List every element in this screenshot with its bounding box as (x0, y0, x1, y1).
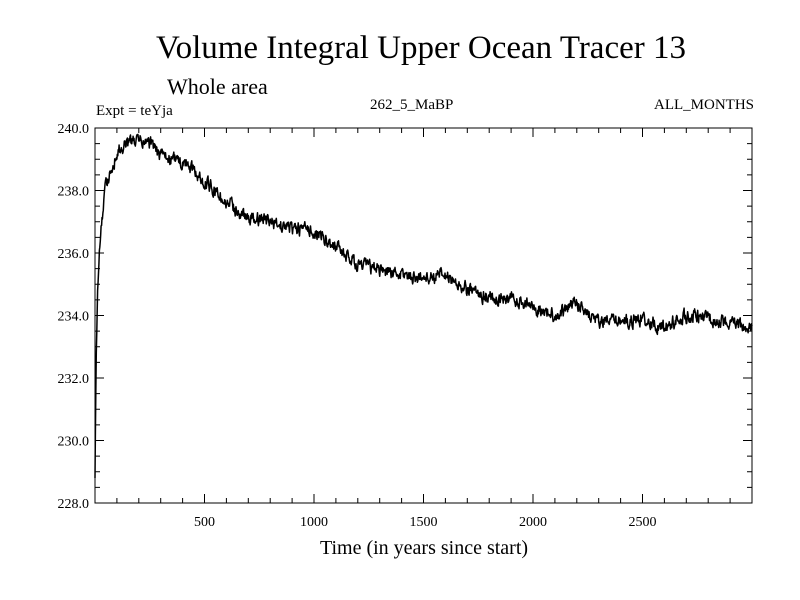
run-label: 262_5_MaBP (370, 97, 454, 113)
chart-subtitle: Whole area (167, 74, 268, 99)
series-line (94, 133, 753, 479)
x-tick-label: 2000 (519, 515, 547, 530)
x-axis-label: Time (in years since start) (319, 537, 529, 559)
y-tick-label: 236.0 (58, 247, 90, 262)
y-tick-label: 230.0 (58, 435, 90, 450)
x-tick-label: 1000 (300, 515, 328, 530)
y-tick-label: 234.0 (58, 310, 90, 325)
y-tick-label: 228.0 (58, 497, 90, 512)
experiment-label: Expt = teYja (96, 103, 173, 119)
x-tick-label: 500 (194, 515, 215, 530)
y-tick-label: 240.0 (58, 122, 90, 137)
months-label: ALL_MONTHS (654, 97, 754, 113)
plot-frame (94, 127, 753, 504)
x-tick-label: 2500 (629, 515, 657, 530)
y-tick-label: 238.0 (58, 185, 90, 200)
x-tick-label: 1500 (410, 515, 438, 530)
y-tick-label: 232.0 (58, 372, 90, 387)
chart-title: Volume Integral Upper Ocean Tracer 13 (156, 30, 686, 66)
